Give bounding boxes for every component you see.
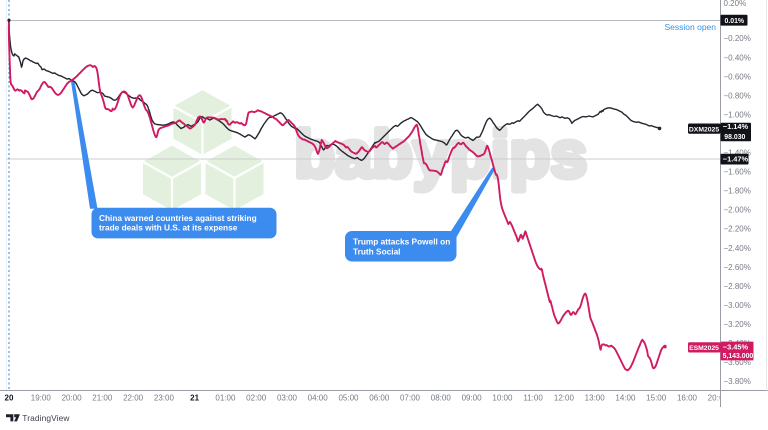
svg-text:−2.40%: −2.40% — [724, 244, 751, 253]
svg-text:−3.60%: −3.60% — [724, 358, 751, 367]
svg-text:−1.40%: −1.40% — [724, 149, 751, 158]
svg-text:−0.80%: −0.80% — [724, 91, 751, 100]
svg-text:12:00: 12:00 — [554, 394, 575, 403]
svg-text:−2.60%: −2.60% — [724, 263, 751, 272]
svg-text:−0.40%: −0.40% — [724, 53, 751, 62]
svg-text:−1.14%: −1.14% — [723, 122, 749, 131]
svg-text:05:00: 05:00 — [338, 394, 359, 403]
svg-text:03:00: 03:00 — [277, 394, 298, 403]
svg-text:Truth Social: Truth Social — [353, 247, 400, 257]
svg-text:20: 20 — [5, 394, 14, 403]
svg-text:04:00: 04:00 — [308, 394, 329, 403]
svg-text:23:00: 23:00 — [154, 394, 175, 403]
svg-text:11:00: 11:00 — [523, 394, 543, 403]
svg-text:15:00: 15:00 — [646, 394, 667, 403]
svg-text:14:00: 14:00 — [615, 394, 636, 403]
svg-text:10:00: 10:00 — [492, 394, 513, 403]
svg-text:−1.80%: −1.80% — [724, 187, 751, 196]
svg-text:DXM2025: DXM2025 — [689, 126, 719, 133]
svg-text:09:00: 09:00 — [462, 394, 483, 403]
svg-text:TradingView: TradingView — [22, 413, 70, 423]
svg-text:−2.20%: −2.20% — [724, 225, 751, 234]
svg-text:21:00: 21:00 — [92, 394, 113, 403]
svg-text:13:00: 13:00 — [585, 394, 606, 403]
svg-text:0.20%: 0.20% — [724, 0, 747, 8]
svg-text:01:00: 01:00 — [215, 394, 236, 403]
svg-text:−1.00%: −1.00% — [724, 110, 751, 119]
svg-text:−2.00%: −2.00% — [724, 206, 751, 215]
svg-text:−2.80%: −2.80% — [724, 282, 751, 291]
svg-text:−1.60%: −1.60% — [724, 168, 751, 177]
svg-text:ESM2025: ESM2025 — [689, 345, 719, 352]
svg-text:22:00: 22:00 — [123, 394, 144, 403]
svg-text:98.030: 98.030 — [724, 134, 745, 141]
svg-text:−3.80%: −3.80% — [724, 377, 751, 386]
svg-text:−0.60%: −0.60% — [724, 72, 751, 81]
svg-text:0.01%: 0.01% — [725, 18, 745, 25]
svg-text:China warned countries against: China warned countries against striking — [99, 213, 257, 223]
svg-text:20:00: 20:00 — [62, 394, 83, 403]
svg-text:Trump attacks Powell on: Trump attacks Powell on — [353, 237, 450, 247]
svg-text:−0.20%: −0.20% — [724, 34, 751, 43]
svg-text:08:00: 08:00 — [431, 394, 452, 403]
svg-text:02:00: 02:00 — [246, 394, 267, 403]
svg-text:−3.20%: −3.20% — [724, 320, 751, 329]
svg-text:trade deals with U.S. at its e: trade deals with U.S. at its expense — [99, 223, 238, 233]
svg-text:babypips: babypips — [295, 117, 588, 191]
svg-text:−3.00%: −3.00% — [724, 301, 751, 310]
svg-text:−3.45%: −3.45% — [723, 343, 749, 352]
svg-text:19:00: 19:00 — [31, 394, 52, 403]
svg-text:20:00: 20:00 — [708, 394, 729, 403]
svg-text:07:00: 07:00 — [400, 394, 421, 403]
svg-text:06:00: 06:00 — [369, 394, 390, 403]
svg-text:21: 21 — [190, 394, 199, 403]
svg-text:−1.47%: −1.47% — [723, 155, 749, 164]
svg-text:Session open: Session open — [664, 22, 716, 32]
svg-text:16:00: 16:00 — [677, 394, 698, 403]
svg-text:5,143.000: 5,143.000 — [723, 353, 754, 360]
